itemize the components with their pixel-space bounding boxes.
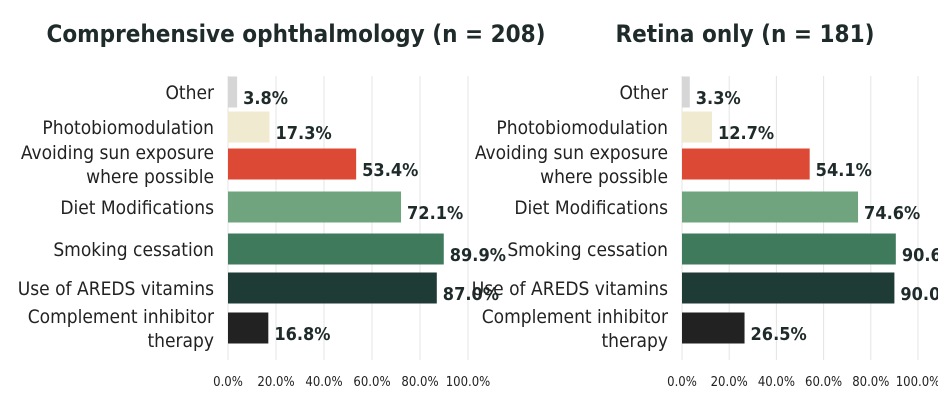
- category-label: Complement inhibitor therapy: [482, 306, 669, 352]
- x-tick-label: 80.0%: [852, 375, 889, 390]
- data-label: 90.0%: [900, 284, 938, 305]
- bar: [228, 111, 270, 143]
- x-tick-label: 100.0%: [896, 375, 938, 390]
- category-label: Use of AREDS vitamins: [18, 278, 214, 300]
- x-tick-label: 0.0%: [667, 375, 697, 390]
- bar: [228, 148, 357, 180]
- bar: [682, 111, 712, 143]
- data-label: 26.5%: [751, 324, 807, 345]
- x-tick-label: 40.0%: [305, 375, 342, 390]
- category-label: Use of AREDS vitamins: [472, 278, 668, 300]
- data-label: 72.1%: [407, 203, 463, 224]
- x-tick-label: 40.0%: [758, 375, 795, 390]
- data-label: 53.4%: [362, 160, 418, 181]
- category-label: Other: [165, 82, 215, 104]
- x-tick-label: 60.0%: [353, 375, 390, 390]
- data-label: 54.1%: [816, 160, 872, 181]
- data-label: 3.3%: [696, 88, 741, 109]
- x-tick-label: 100.0%: [446, 375, 491, 390]
- data-label: 3.8%: [243, 88, 288, 109]
- bar: [228, 76, 238, 108]
- data-label: 74.6%: [864, 203, 920, 224]
- data-label: 87.0%: [443, 284, 499, 305]
- bar: [682, 233, 896, 265]
- chart-panel-1: Comprehensive ophthalmology (n = 208) Oth…: [18, 20, 546, 390]
- category-label: Complement inhibitor therapy: [28, 306, 215, 352]
- bar: [682, 148, 810, 180]
- category-label: Diet Modifications: [514, 197, 668, 219]
- x-tick-label: 0.0%: [213, 375, 243, 390]
- data-label: 89.9%: [450, 245, 506, 266]
- data-label: 16.8%: [274, 324, 330, 345]
- bar: [228, 272, 437, 304]
- bar: [682, 76, 690, 108]
- bar: [228, 233, 444, 265]
- bar: [228, 191, 402, 223]
- data-label: 12.7%: [718, 123, 774, 144]
- x-tick-label: 60.0%: [805, 375, 842, 390]
- bar: [228, 312, 269, 344]
- chart-title: Comprehensive ophthalmology (n = 208): [46, 20, 545, 48]
- category-label: Diet Modifications: [60, 197, 214, 219]
- chart-panel-2: Retina only (n = 181) Other 3.3% Photobiomo…: [472, 20, 938, 390]
- bar: [682, 191, 859, 223]
- category-label: Photobiomodulation: [42, 117, 214, 139]
- category-label: Smoking cessation: [507, 239, 668, 261]
- data-label: 90.6%: [902, 245, 938, 266]
- x-tick-label: 80.0%: [401, 375, 438, 390]
- data-label: 17.3%: [276, 123, 332, 144]
- x-tick-label: 20.0%: [711, 375, 748, 390]
- category-label: Photobiomodulation: [496, 117, 668, 139]
- category-label: Avoiding sun exposure where possible: [21, 142, 214, 188]
- category-label: Avoiding sun exposure where possible: [475, 142, 668, 188]
- bar: [682, 312, 745, 344]
- chart-title: Retina only (n = 181): [616, 20, 875, 48]
- category-label: Other: [619, 82, 669, 104]
- x-tick-label: 20.0%: [257, 375, 294, 390]
- category-label: Smoking cessation: [53, 239, 214, 261]
- bar: [682, 272, 895, 304]
